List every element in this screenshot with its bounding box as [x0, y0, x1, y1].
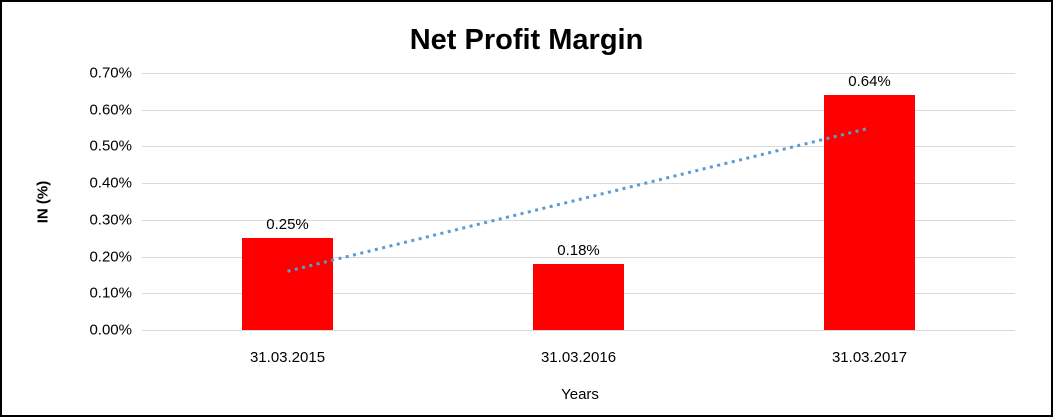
- y-tick-label: 0.50%: [89, 137, 132, 155]
- y-tick-label: 0.40%: [89, 174, 132, 192]
- y-tick-label: 0.20%: [89, 248, 132, 266]
- bar-31.03.2015: [242, 238, 333, 330]
- gridline: [142, 109, 1015, 111]
- bar-data-label: 0.64%: [848, 73, 891, 91]
- chart-title: Net Profit Margin: [409, 24, 644, 56]
- x-tick-label: 31.03.2015: [249, 349, 326, 366]
- x-axis-title: Years: [561, 386, 599, 403]
- y-tick-label: 0.70%: [89, 64, 132, 82]
- y-tick-label: 0.10%: [89, 284, 132, 302]
- bar-31.03.2016: [533, 263, 624, 330]
- gridline: [142, 330, 1015, 331]
- x-tick-label: 31.03.2017: [831, 349, 908, 366]
- plot-area: 0.25% 0.18% 0.64%: [142, 73, 1015, 331]
- gridline: [142, 73, 1015, 74]
- y-tick-label: 0.60%: [89, 101, 132, 119]
- bar-data-label: 0.25%: [266, 216, 309, 234]
- y-tick-label: 0.00%: [89, 321, 132, 339]
- y-tick-label: 0.30%: [89, 211, 132, 229]
- bar-31.03.2017: [824, 95, 915, 330]
- x-tick-label: 31.03.2016: [540, 349, 617, 366]
- bar-data-label: 0.18%: [557, 241, 600, 259]
